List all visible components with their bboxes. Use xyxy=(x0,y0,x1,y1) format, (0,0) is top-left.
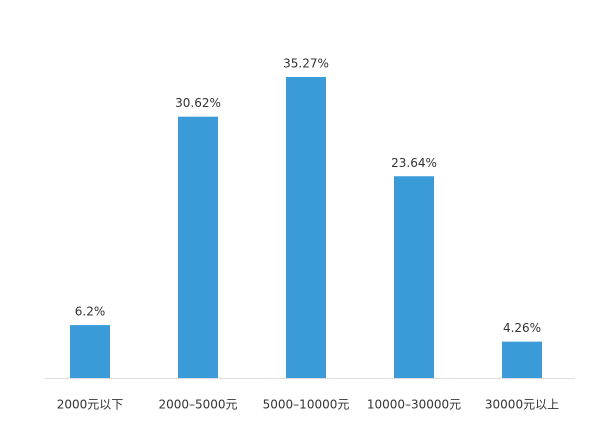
value-label: 23.64% xyxy=(391,156,437,170)
x-tick-label: 30000元以上 xyxy=(485,398,559,412)
value-label: 4.26% xyxy=(503,321,541,335)
bar xyxy=(286,77,326,378)
x-tick-label: 5000–10000元 xyxy=(263,398,350,412)
bar xyxy=(502,341,542,378)
bar xyxy=(394,176,434,378)
value-label: 6.2% xyxy=(75,305,106,319)
x-tick-label: 10000–30000元 xyxy=(367,398,461,412)
bar xyxy=(70,325,110,378)
value-label: 30.62% xyxy=(175,96,221,110)
bar xyxy=(178,116,218,378)
value-label: 35.27% xyxy=(283,57,329,71)
x-tick-label: 2000–5000元 xyxy=(158,398,237,412)
x-tick-label: 2000元以下 xyxy=(57,398,124,412)
